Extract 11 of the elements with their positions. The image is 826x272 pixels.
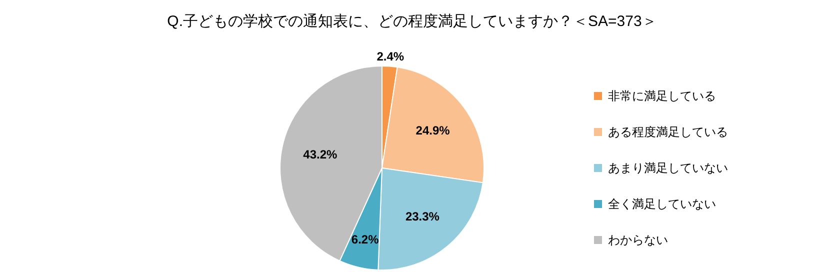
legend-label: あまり満足していない [608,160,728,176]
chart-title: Q.子どもの学校での通知表に、どの程度満足していますか？＜SA=373＞ [166,12,658,31]
legend-label: ある程度満足している [608,124,728,140]
legend-label: わからない [608,232,668,248]
data-label: 23.3% [405,210,440,224]
data-label: 24.9% [416,123,450,138]
data-label: 43.2% [303,148,338,162]
data-label: 6.2% [351,232,380,246]
legend-label: 全く満足していない [608,196,716,212]
legend-label: 非常に満足している [608,88,716,104]
data-label: 2.4% [376,49,404,64]
